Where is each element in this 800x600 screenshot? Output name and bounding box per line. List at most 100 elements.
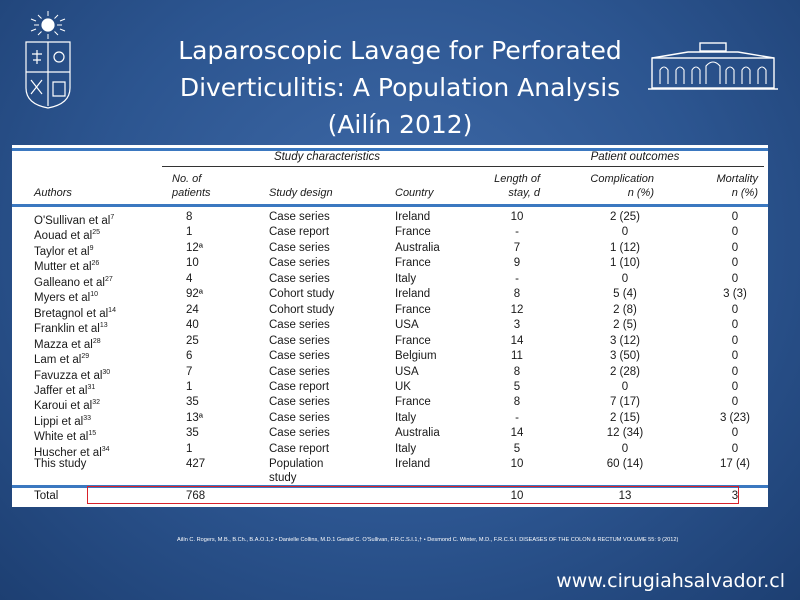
col-header-stay-2: stay, d <box>508 187 540 199</box>
author-reference: 33 <box>83 414 92 422</box>
author-name: This study <box>34 458 87 471</box>
row-complication: 3 (12) <box>609 334 641 347</box>
row-country: Italy <box>395 442 417 455</box>
row-stay: 14 <box>510 334 524 347</box>
author-reference: 32 <box>92 399 100 407</box>
row-author: Karoui et al32 <box>34 395 100 414</box>
row-design: Case series <box>269 211 330 223</box>
row-patients: 40 <box>186 319 199 332</box>
author-name: Karoui et al <box>34 400 93 413</box>
author-reference: 26 <box>91 260 100 268</box>
author-reference: 25 <box>92 229 100 237</box>
col-header-patients-1: No. of <box>172 173 202 185</box>
author-name: Lam et al <box>34 353 82 366</box>
row-design: Case report <box>269 380 330 393</box>
author-name: Aouad et al <box>34 230 93 243</box>
author-name: White et al <box>34 431 89 444</box>
author-reference: 15 <box>88 430 97 438</box>
row-complication: 0 <box>621 442 629 455</box>
row-country: USA <box>395 365 419 378</box>
website-url: www.cirugiahsalvador.cl <box>556 570 785 592</box>
row-design: Case report <box>269 226 330 239</box>
row-design: Case series <box>269 319 330 332</box>
group-header-study: Study characteristics <box>273 151 381 163</box>
row-author: Aouad et al25 <box>34 225 100 244</box>
row-country: France <box>395 396 431 409</box>
row-complication: 2 (28) <box>609 365 641 378</box>
row-country: France <box>395 257 431 270</box>
table-top-rule <box>12 148 768 151</box>
row-stay: 8 <box>513 396 521 409</box>
row-design: Cohort study <box>269 303 335 316</box>
row-stay: 14 <box>510 427 524 440</box>
col-header-design: Study design <box>269 187 333 199</box>
row-stay: 8 <box>513 288 521 301</box>
author-reference: 27 <box>104 275 113 283</box>
row-mortality: 0 <box>731 350 739 363</box>
row-complication: 1 (10) <box>609 257 641 270</box>
row-complication: 0 <box>621 380 629 393</box>
row-country: Ireland <box>395 458 431 471</box>
author-name: Mazza et al <box>34 338 93 351</box>
col-header-complication-1: Complication <box>590 173 654 185</box>
row-mortality: 0 <box>731 334 739 347</box>
col-header-mortality-2: n (%) <box>731 187 758 199</box>
row-mortality: 0 <box>731 319 739 332</box>
row-mortality: 0 <box>731 396 739 409</box>
author-reference: 9 <box>89 244 94 252</box>
row-author: This study <box>34 457 86 472</box>
row-mortality: 0 <box>731 365 739 378</box>
row-complication: 0 <box>621 226 629 239</box>
row-author: Mazza et al28 <box>34 334 101 353</box>
row-country: Australia <box>395 241 440 254</box>
row-design: Case report <box>269 442 330 455</box>
group-rule-patient <box>492 166 764 167</box>
group-rule-study <box>162 166 492 167</box>
row-country: Ireland <box>395 288 431 301</box>
row-author: O'Sullivan et al7 <box>34 210 114 229</box>
author-name: Myers et al <box>34 292 91 305</box>
row-mortality: 0 <box>731 442 739 455</box>
row-author: Lam et al29 <box>34 349 89 368</box>
header-bottom-rule <box>12 204 768 207</box>
author-name: Galleano et al <box>34 276 105 289</box>
row-complication: 0 <box>621 272 629 285</box>
row-author: Taylor et al9 <box>34 241 94 260</box>
row-country: Italy <box>395 411 417 424</box>
row-patients: 1 <box>186 380 193 393</box>
row-stay: 12 <box>510 303 524 316</box>
author-reference: 31 <box>87 383 96 391</box>
row-patients: 7 <box>186 365 193 378</box>
citation: Ailín C. Rogers, M.B., B.Ch., B.A.O.1,2 … <box>177 537 679 543</box>
row-complication: 5 (4) <box>613 288 637 301</box>
title-line-2: Diverticulitis: A Population Analysis <box>179 73 621 102</box>
row-author: Galleano et al27 <box>34 272 113 291</box>
row-complication: 60 (14) <box>606 458 644 471</box>
col-header-stay-1: Length of <box>494 173 540 185</box>
row-author: White et al15 <box>34 426 96 445</box>
row-design: Case series <box>269 257 330 270</box>
row-country: USA <box>395 319 419 332</box>
author-name: Huscher et al <box>34 446 102 459</box>
row-stay: 9 <box>513 257 521 270</box>
row-stay: 10 <box>510 458 524 471</box>
total-patients: 768 <box>186 490 206 502</box>
row-stay: - <box>515 226 519 239</box>
col-header-mortality-1: Mortality <box>716 173 758 185</box>
row-mortality: 17 (4) <box>719 458 751 471</box>
row-country: Italy <box>395 272 417 285</box>
total-complication: 13 <box>618 490 632 502</box>
row-country: Belgium <box>395 350 437 363</box>
row-complication: 7 (17) <box>609 396 641 409</box>
row-country: France <box>395 334 431 347</box>
row-mortality: 0 <box>731 427 739 440</box>
row-patients: 1 <box>186 442 193 455</box>
row-country: France <box>395 226 431 239</box>
author-reference: 14 <box>108 306 116 314</box>
row-patients: 24 <box>186 303 199 316</box>
row-complication: 2 (15) <box>609 411 641 424</box>
row-country: France <box>395 303 431 316</box>
col-header-authors: Authors <box>34 187 72 199</box>
row-country: Australia <box>395 427 440 440</box>
study-table: Study characteristics Patient outcomes A… <box>12 145 768 507</box>
